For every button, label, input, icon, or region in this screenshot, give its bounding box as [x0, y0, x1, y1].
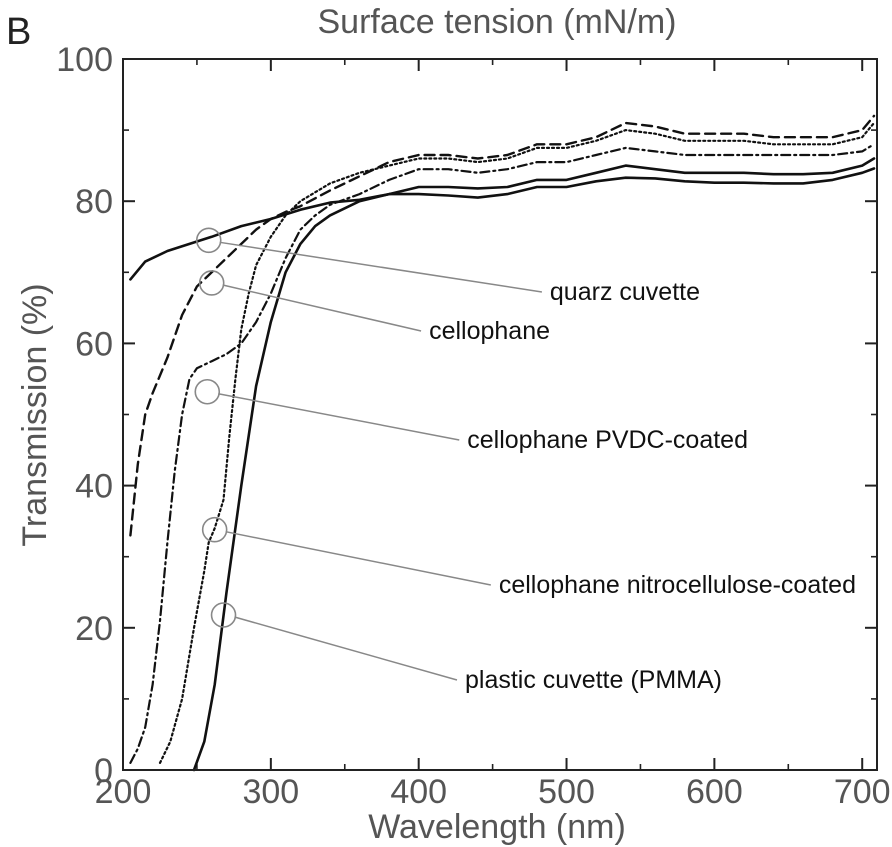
annotation-marker [198, 270, 225, 296]
series-line-5 [192, 157, 876, 772]
series-line-1 [129, 167, 876, 281]
y-axis-title: Transmission (%) [16, 283, 54, 546]
annotation-marker [195, 227, 222, 254]
series-label: cellophane PVDC-coated [467, 426, 748, 454]
x-tick-label: 600 [686, 773, 743, 811]
y-tick-label: 60 [75, 325, 113, 363]
x-tick-label: 500 [538, 773, 595, 811]
leader-line [222, 284, 422, 332]
series-line-3 [129, 143, 876, 764]
series-label: plastic cuvette (PMMA) [465, 666, 722, 694]
annotation-marker [201, 516, 228, 543]
leader-line [218, 393, 460, 441]
series-label: quarz cuvette [550, 278, 700, 306]
y-tick-label: 0 [94, 752, 113, 790]
y-tick-label: 80 [75, 183, 113, 221]
y-tick-label: 100 [56, 41, 113, 79]
leader-line [219, 241, 543, 293]
x-axis-title: Wavelength (nm) [368, 808, 626, 846]
x-tick-label: 700 [834, 773, 891, 811]
series-label: cellophane [429, 317, 550, 345]
x-tick-label: 300 [242, 773, 299, 811]
plot-frame [122, 58, 878, 771]
y-tick-label: 20 [75, 610, 113, 648]
x-tick-label: 400 [390, 773, 447, 811]
leader-line [234, 616, 458, 681]
leader-line [225, 530, 491, 586]
series-line-2 [129, 114, 876, 537]
panel-letter: B [6, 11, 31, 53]
y-tick-label: 40 [75, 468, 113, 506]
series-label: cellophane nitrocellulose-coated [499, 571, 856, 599]
annotation-marker [194, 378, 221, 405]
chart-title: Surface tension (mN/m) [318, 3, 677, 41]
series-line-4 [158, 121, 876, 764]
annotation-marker [210, 602, 237, 628]
x-tick-label: 200 [95, 773, 152, 811]
